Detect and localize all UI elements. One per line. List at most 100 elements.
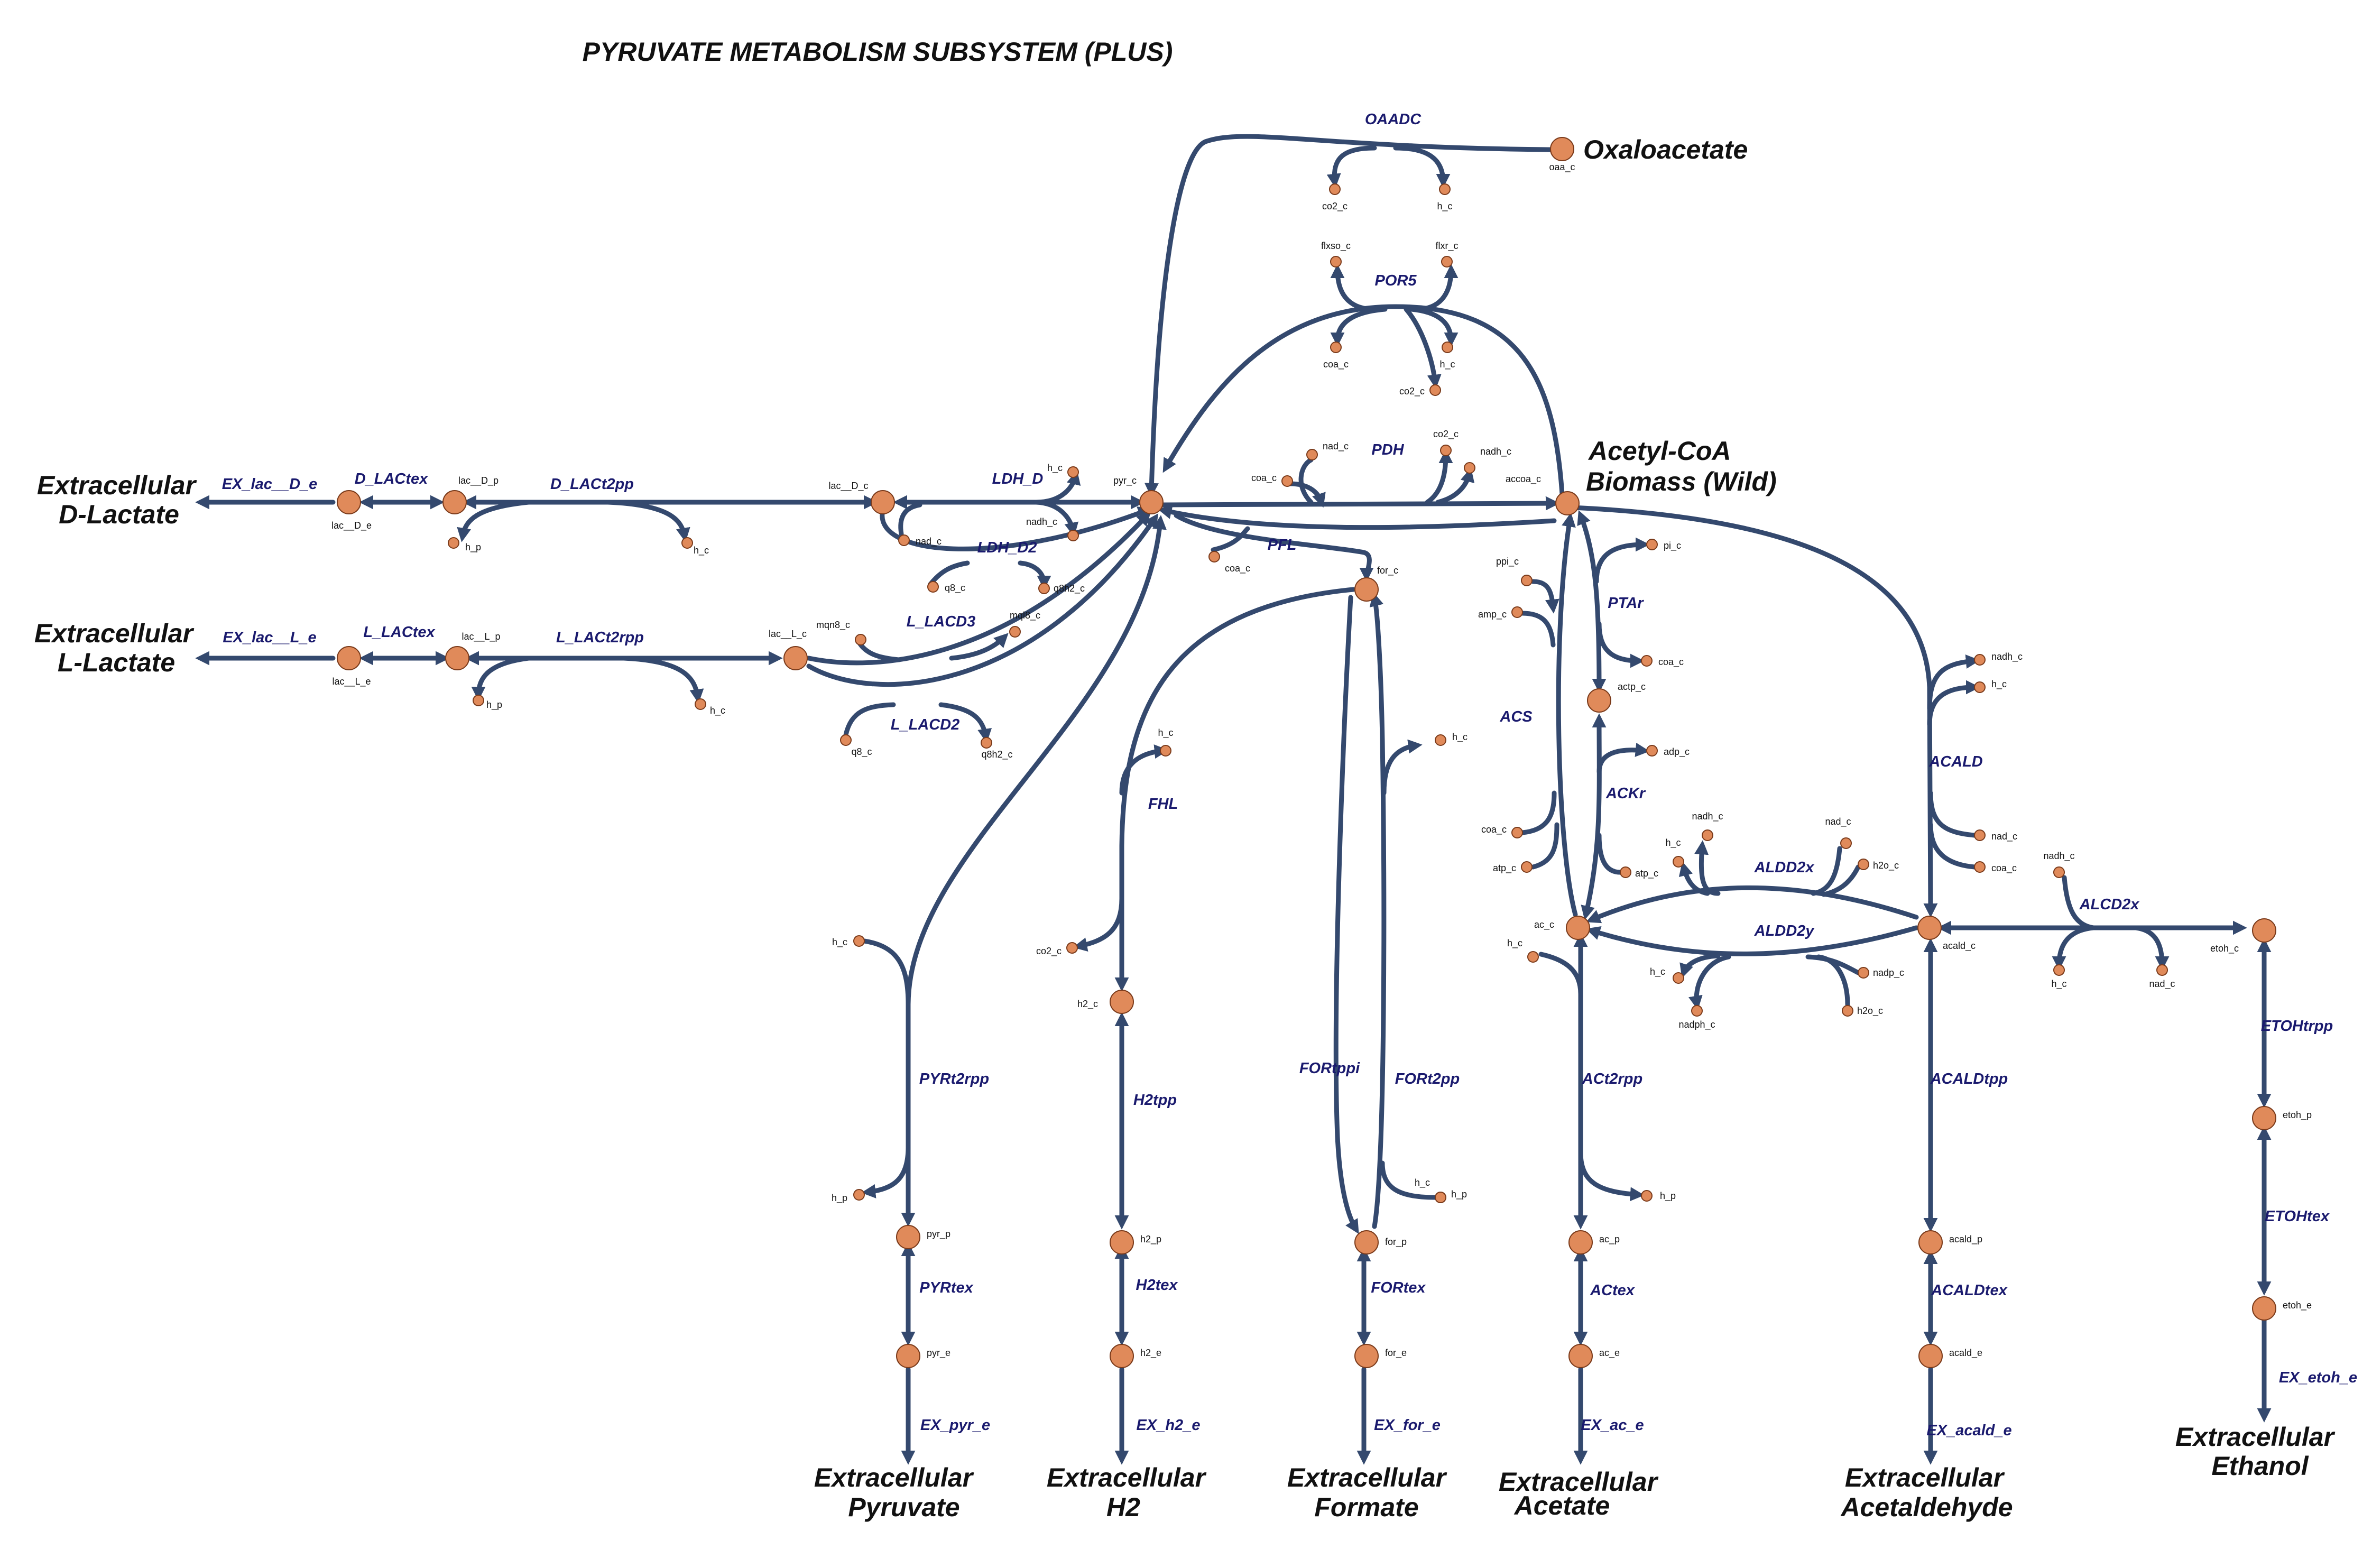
reaction-label-fortex[interactable]: FORtex	[1371, 1279, 1426, 1296]
edge-d-lact2pp-hp[interactable]	[457, 500, 531, 542]
metabolite-node-coa-c[interactable]	[1511, 827, 1523, 838]
reaction-label-acaldtex[interactable]: ACALDtex	[1931, 1282, 2008, 1299]
reaction-label-act2rpp[interactable]: ACt2rpp	[1582, 1071, 1642, 1087]
edge-acald-nadh[interactable]	[1927, 654, 1980, 711]
edge-aldd2x-nad[interactable]	[1811, 846, 1842, 896]
metabolite-node-h-p[interactable]	[448, 537, 459, 549]
reaction-label-pdh[interactable]: PDH	[1371, 441, 1404, 458]
reaction-label-pfl[interactable]: PFL	[1268, 537, 1297, 554]
metabolite-node-for-c[interactable]	[1354, 577, 1379, 602]
metabolite-node-q8h2-c[interactable]	[981, 737, 992, 749]
metabolite-node-lac--L-e[interactable]	[337, 646, 361, 670]
metabolite-node-nadh-c[interactable]	[2053, 866, 2065, 878]
metabolite-node-h2-e[interactable]	[1110, 1344, 1134, 1368]
reaction-label-ex-for-e[interactable]: EX_for_e	[1374, 1417, 1441, 1434]
edge-acald[interactable]	[1570, 505, 1938, 918]
reaction-label-ex-acald-e[interactable]: EX_acald_e	[1926, 1422, 2011, 1439]
edge-pdh-coa[interactable]	[1287, 481, 1326, 508]
metabolite-node-coa-c[interactable]	[1208, 551, 1220, 562]
edge-fhl-co2[interactable]	[1073, 896, 1124, 952]
metabolite-node-pyr-e[interactable]	[896, 1344, 920, 1368]
metabolite-node-coa-c[interactable]	[1641, 655, 1653, 667]
metabolite-node-lac--L-p[interactable]	[445, 646, 469, 670]
metabolite-node-lac--D-e[interactable]	[337, 490, 361, 514]
metabolite-node-h-c[interactable]	[1673, 972, 1684, 984]
edge-l-lact2rpp-hp[interactable]	[471, 656, 531, 701]
reaction-label-ldh-d[interactable]: LDH_D	[992, 471, 1044, 487]
reaction-label-por5[interactable]: POR5	[1375, 272, 1417, 289]
metabolite-node-co2-c[interactable]	[1440, 445, 1452, 456]
edge-acs-atp[interactable]	[1530, 822, 1559, 870]
edge-pdh[interactable]	[1160, 496, 1560, 511]
metabolite-node-pyr-c[interactable]	[1139, 490, 1164, 514]
edge-aldd2x-nadh[interactable]	[1694, 840, 1721, 896]
edge-ldh-d-nad[interactable]	[898, 502, 922, 537]
edge-fhl[interactable]	[1114, 587, 1356, 992]
edge-fort2pp-hc[interactable]	[1381, 739, 1423, 796]
reaction-label-ex-lac--l-e[interactable]: EX_lac__L_e	[223, 629, 316, 646]
edge-fortppi[interactable]	[1333, 595, 1359, 1234]
edge-aldd2x-h2o[interactable]	[1821, 864, 1861, 897]
edge-pdh-nadh[interactable]	[1435, 467, 1475, 505]
edge-ldh-d2-q8h2[interactable]	[1018, 560, 1051, 590]
reaction-label-ptar[interactable]: PTAr	[1608, 595, 1644, 612]
reaction-label-d-lact2pp[interactable]: D_LACt2pp	[550, 476, 634, 493]
metabolite-node-accoa-c[interactable]	[1555, 491, 1580, 515]
metabolite-node-ppi-c[interactable]	[1521, 575, 1533, 586]
reaction-label-ex-h2-e[interactable]: EX_h2_e	[1137, 1417, 1201, 1434]
edge-fhl-hc[interactable]	[1119, 744, 1169, 796]
metabolite-node-h-c[interactable]	[1435, 734, 1446, 746]
metabolite-node-adp-c[interactable]	[1646, 745, 1658, 757]
metabolite-node-etoh-c[interactable]	[2252, 918, 2276, 943]
metabolite-node-ac-c[interactable]	[1566, 916, 1590, 940]
metabolite-node-nadh-c[interactable]	[1974, 654, 1986, 666]
metabolite-node-h-c[interactable]	[1527, 951, 1539, 963]
metabolite-node-q8h2-c[interactable]	[1038, 583, 1050, 594]
metabolite-node-co2-c[interactable]	[1329, 183, 1341, 195]
edge-aldd2y-hc[interactable]	[1679, 953, 1721, 979]
metabolite-node-h-c[interactable]	[681, 537, 693, 549]
metabolite-node-lac--D-c[interactable]	[871, 490, 895, 514]
metabolite-node-acald-e[interactable]	[1918, 1344, 1943, 1368]
reaction-label-oaadc[interactable]: OAADC	[1365, 111, 1422, 128]
edge-por5[interactable]	[1162, 304, 1565, 497]
edge-pyrt2rpp[interactable]	[901, 515, 1167, 1227]
edge-aldd2x[interactable]	[1586, 885, 1919, 924]
metabolite-node-coa-c[interactable]	[1281, 475, 1293, 487]
metabolite-node-nad-c[interactable]	[1840, 837, 1852, 849]
edge-por5-co2[interactable]	[1404, 307, 1442, 389]
edge-pyrt2rpp-hc[interactable]	[862, 938, 911, 1007]
reaction-label-l-lacd3[interactable]: L_LACD3	[907, 613, 976, 630]
metabolite-node-lac--L-c[interactable]	[783, 646, 808, 670]
metabolite-node-ac-p[interactable]	[1568, 1230, 1593, 1255]
edge-aldd2y-nadph[interactable]	[1688, 954, 1731, 1010]
metabolite-node-nad-c[interactable]	[898, 534, 910, 546]
edge-ackr[interactable]	[1581, 713, 1607, 920]
reaction-label-l-lact2rpp[interactable]: L_LACt2rpp	[556, 629, 644, 646]
metabolite-node-co2-c[interactable]	[1066, 942, 1078, 954]
edge-ldh-d2-q8[interactable]	[928, 560, 970, 587]
reaction-label-ldh-d2[interactable]: LDH_D2	[977, 539, 1037, 556]
edge-oaadc-co2[interactable]	[1326, 145, 1377, 188]
metabolite-node-h2o-c[interactable]	[1858, 859, 1869, 870]
reaction-label-ex-etoh-e[interactable]: EX_etoh_e	[2279, 1369, 2357, 1386]
edge-acald-hc[interactable]	[1927, 680, 1980, 727]
metabolite-node-h-c[interactable]	[1442, 342, 1453, 353]
edge-aldd2x-hc[interactable]	[1678, 861, 1710, 896]
metabolite-node-h-p[interactable]	[853, 1189, 865, 1201]
reaction-label-fhl[interactable]: FHL	[1148, 796, 1178, 813]
metabolite-node-etoh-p[interactable]	[2252, 1106, 2276, 1130]
metabolite-node-h2-c[interactable]	[1110, 990, 1134, 1014]
metabolite-node-h-c[interactable]	[1160, 745, 1171, 757]
edge-por5-flxso[interactable]	[1330, 264, 1377, 312]
metabolite-node-coa-c[interactable]	[1330, 342, 1342, 353]
edge-fort2pp[interactable]	[1369, 592, 1387, 1229]
reaction-label-acald[interactable]: ACALD	[1928, 753, 1983, 770]
edge-pyrt2rpp-hp[interactable]	[861, 1145, 911, 1198]
reaction-label-h2tex[interactable]: H2tex	[1136, 1277, 1179, 1294]
metabolite-node-flxso-c[interactable]	[1330, 256, 1342, 268]
metabolite-node-nad-c[interactable]	[1306, 449, 1318, 460]
edge-por5-coa[interactable]	[1330, 307, 1388, 347]
edge-aldd2y-h2o[interactable]	[1816, 954, 1850, 1007]
reaction-label-actex[interactable]: ACtex	[1590, 1282, 1636, 1299]
